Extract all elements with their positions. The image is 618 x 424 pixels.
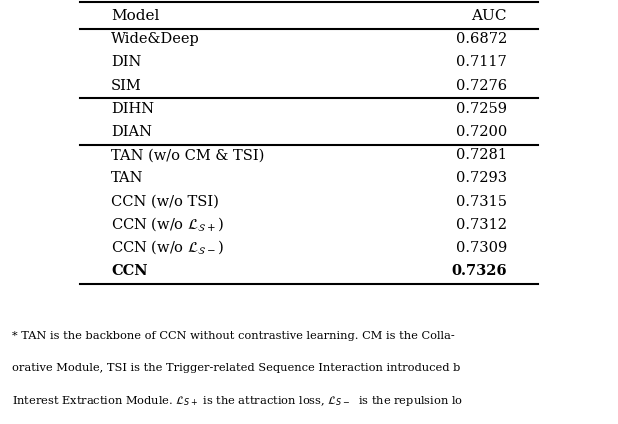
Text: CCN (w/o $\mathcal{L}_{\mathcal{S}-}$): CCN (w/o $\mathcal{L}_{\mathcal{S}-}$): [111, 239, 224, 257]
Text: TAN: TAN: [111, 171, 144, 185]
Text: DIN: DIN: [111, 55, 142, 70]
Text: DIHN: DIHN: [111, 102, 154, 116]
Text: 0.7293: 0.7293: [455, 171, 507, 185]
Text: Model: Model: [111, 9, 159, 23]
Text: 0.7259: 0.7259: [455, 102, 507, 116]
Text: DIAN: DIAN: [111, 125, 152, 139]
Text: 0.7312: 0.7312: [455, 218, 507, 232]
Text: CCN: CCN: [111, 264, 148, 278]
Text: 0.7315: 0.7315: [455, 195, 507, 209]
Text: CCN (w/o TSI): CCN (w/o TSI): [111, 195, 219, 209]
Text: SIM: SIM: [111, 78, 142, 92]
Text: 0.7117: 0.7117: [456, 55, 507, 70]
Text: CCN (w/o $\mathcal{L}_{\mathcal{S}+}$): CCN (w/o $\mathcal{L}_{\mathcal{S}+}$): [111, 216, 224, 234]
Text: AUC: AUC: [472, 9, 507, 23]
Text: 0.7309: 0.7309: [455, 241, 507, 255]
Text: orative Module, TSI is the Trigger-related Sequence Interaction introduced b: orative Module, TSI is the Trigger-relat…: [12, 363, 461, 373]
Text: 0.7326: 0.7326: [451, 264, 507, 278]
Text: 0.6872: 0.6872: [455, 32, 507, 46]
Text: 0.7200: 0.7200: [455, 125, 507, 139]
Text: 0.7276: 0.7276: [455, 78, 507, 92]
Text: Interest Extraction Module. $\mathcal{L}_{S+}$ is the attraction loss, $\mathcal: Interest Extraction Module. $\mathcal{L}…: [12, 394, 464, 408]
Text: 0.7281: 0.7281: [455, 148, 507, 162]
Text: Wide&Deep: Wide&Deep: [111, 32, 200, 46]
Text: * TAN is the backbone of CCN without contrastive learning. CM is the Colla-: * TAN is the backbone of CCN without con…: [12, 331, 455, 341]
Text: TAN (w/o CM & TSI): TAN (w/o CM & TSI): [111, 148, 265, 162]
